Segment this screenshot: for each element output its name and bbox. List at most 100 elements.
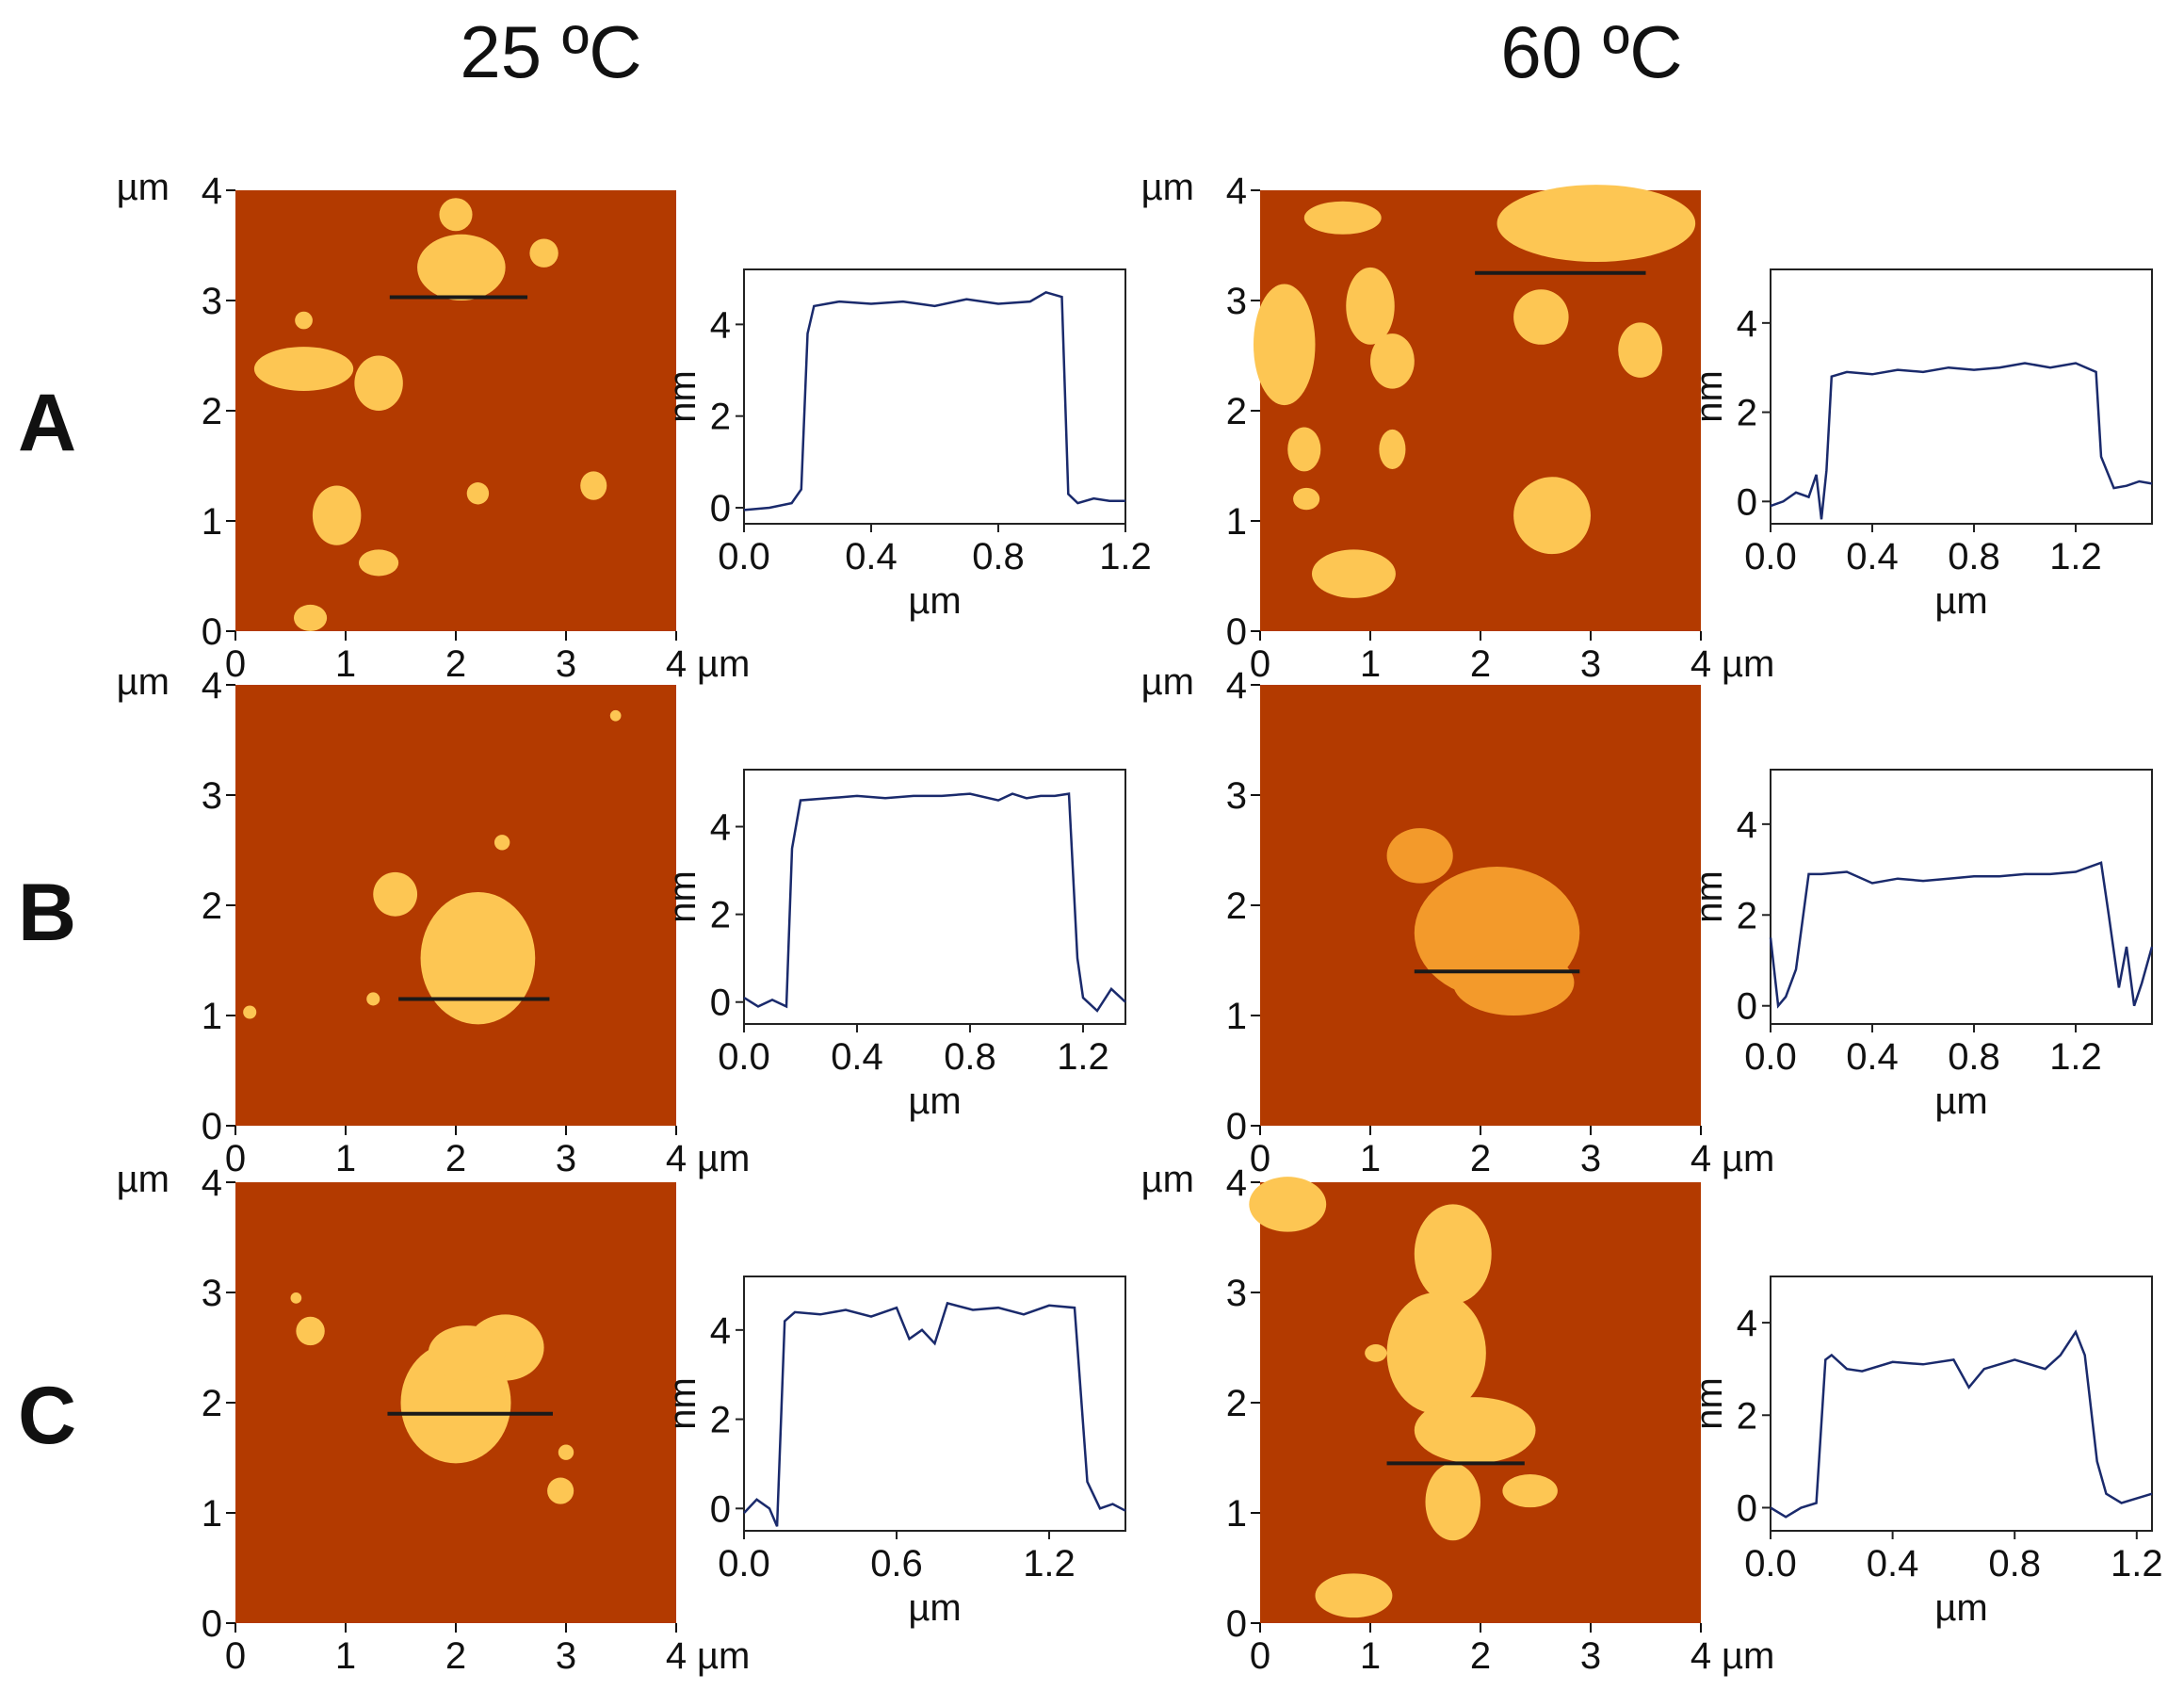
x-tick-label: 1 [1360, 1138, 1381, 1179]
y-tick-label: 0 [202, 611, 222, 653]
island [1311, 549, 1396, 598]
row-label-c: C [18, 1371, 76, 1461]
x-axis-unit: µm [1722, 1635, 1774, 1677]
island [1303, 201, 1382, 235]
y-tick-label: 0 [1226, 611, 1247, 653]
y-tick-label: 0 [202, 1106, 222, 1147]
y-tick-label: 2 [202, 1383, 222, 1424]
x-axis-label: µm [908, 580, 961, 622]
island [1513, 289, 1569, 345]
island [290, 1292, 302, 1304]
y-tick-label: 4 [202, 665, 222, 707]
y-axis-unit: µm [117, 661, 170, 703]
x-tick-label: 0.6 [870, 1543, 923, 1584]
x-axis-label: µm [908, 1587, 961, 1629]
island [428, 1325, 506, 1381]
x-tick-label: 0.0 [1744, 1543, 1797, 1584]
island [1287, 427, 1321, 472]
island [1293, 487, 1320, 511]
y-axis-label: nm [1689, 370, 1730, 423]
y-axis-unit: µm [1141, 1159, 1194, 1200]
x-tick-label: 3 [556, 1138, 576, 1179]
x-tick-label: 0.0 [718, 536, 770, 577]
island [295, 311, 313, 330]
x-axis-label: µm [1934, 1587, 1987, 1629]
y-tick-label: 2 [1737, 393, 1757, 434]
x-tick-label: 1 [335, 643, 356, 685]
y-tick-label: 3 [202, 281, 222, 322]
island [1425, 1463, 1480, 1541]
island [1365, 1343, 1387, 1362]
x-tick-label: 2 [1470, 1138, 1491, 1179]
x-tick-label: 0 [1250, 1635, 1270, 1677]
x-tick-label: 1.2 [1023, 1543, 1076, 1584]
x-tick-label: 4 [1691, 1138, 1711, 1179]
y-tick-label: 0 [1226, 1106, 1247, 1147]
y-tick-label: 2 [1226, 1383, 1247, 1424]
x-tick-label: 0.4 [1846, 536, 1899, 577]
y-tick-label: 4 [202, 171, 222, 212]
island [366, 992, 380, 1006]
island [1370, 333, 1415, 389]
plot-frame [743, 769, 1126, 1025]
y-tick-label: 0 [202, 1603, 222, 1645]
x-tick-label: 2 [445, 643, 466, 685]
height-profile-b-25c: 0.0 0.4 0.8 1.2 0 2 4 µm nm [662, 769, 1126, 1122]
x-axis-label: µm [1934, 580, 1987, 622]
x-tick-label: 0 [225, 1635, 246, 1677]
island [466, 482, 490, 505]
island [493, 835, 510, 851]
height-profile-c-25c: 0.0 0.6 1.2 0 2 4 µm nm [662, 1276, 1126, 1629]
island [1386, 1292, 1486, 1414]
island [373, 871, 418, 917]
island [529, 238, 558, 268]
row-label-a: A [18, 378, 76, 468]
y-tick-label: 4 [202, 1162, 222, 1204]
x-tick-label: 0.8 [972, 536, 1025, 577]
x-tick-label: 0.8 [944, 1036, 996, 1078]
island [1249, 1177, 1327, 1232]
profile-line [1770, 362, 2153, 520]
y-axis-label: nm [662, 370, 704, 423]
x-tick-label: 1.2 [2111, 1543, 2163, 1584]
x-tick-label: 0.0 [1744, 1036, 1797, 1078]
x-tick-label: 4 [666, 1138, 687, 1179]
x-tick-label: 0.0 [1744, 536, 1797, 577]
x-axis-unit: µm [697, 1138, 750, 1179]
y-tick-label: 2 [710, 1400, 731, 1441]
x-tick-label: 1 [1360, 1635, 1381, 1677]
y-tick-label: 4 [710, 807, 731, 849]
island [417, 234, 506, 301]
x-axis-unit: µm [1722, 643, 1774, 685]
y-tick-label: 3 [1226, 281, 1247, 322]
y-tick-label: 0 [710, 983, 731, 1024]
x-tick-label: 0.4 [1846, 1036, 1899, 1078]
island [296, 1316, 325, 1346]
x-tick-label: 3 [1580, 1635, 1601, 1677]
x-tick-label: 1 [335, 1138, 356, 1179]
x-tick-label: 0.4 [831, 1036, 883, 1078]
x-axis-label: µm [1934, 1081, 1987, 1122]
island [547, 1477, 574, 1504]
x-tick-label: 0 [1250, 1138, 1270, 1179]
y-tick-label: 2 [1737, 895, 1757, 936]
y-tick-label: 1 [202, 1493, 222, 1535]
plot-frame [1770, 769, 2153, 1025]
y-tick-label: 3 [1226, 1273, 1247, 1314]
y-tick-label: 0 [1737, 1487, 1757, 1529]
x-tick-label: 4 [1691, 1635, 1711, 1677]
x-tick-label: 0.0 [718, 1036, 770, 1078]
y-tick-label: 0 [710, 1488, 731, 1530]
y-tick-label: 1 [202, 996, 222, 1037]
x-tick-label: 0 [225, 1138, 246, 1179]
island [1496, 185, 1696, 263]
x-tick-label: 0.4 [1867, 1543, 1919, 1584]
island [354, 355, 403, 411]
y-tick-label: 0 [1737, 481, 1757, 523]
y-tick-label: 1 [202, 501, 222, 543]
island [609, 709, 622, 722]
x-tick-label: 0.8 [1948, 1036, 2000, 1078]
